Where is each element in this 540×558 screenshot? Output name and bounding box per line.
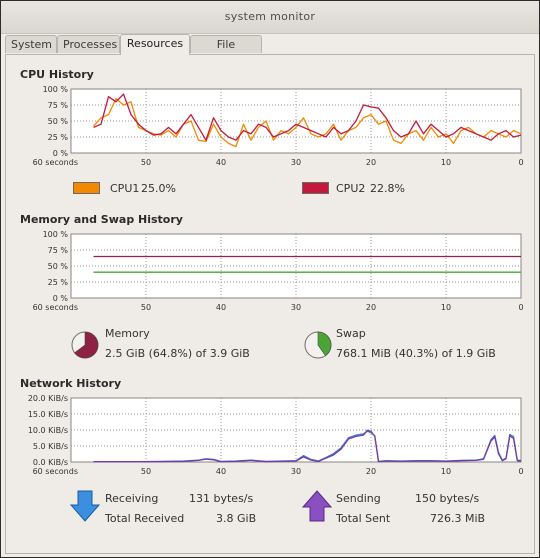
tab-system[interactable]: System xyxy=(5,35,57,53)
cpu1-color-swatch[interactable] xyxy=(73,182,100,194)
x-tick-label: 20 xyxy=(366,158,376,167)
receiving-value: 131 bytes/s xyxy=(189,492,254,505)
receiving-label: Receiving xyxy=(105,492,159,505)
cpu1-label: CPU1 xyxy=(110,182,140,195)
y-tick-label: 100 % xyxy=(43,230,69,239)
network-history-title: Network History xyxy=(20,377,122,390)
y-tick-label: 15.0 KiB/s xyxy=(28,410,68,419)
x-tick-label: 40 xyxy=(216,467,226,476)
total-sent-value: 726.3 MiB xyxy=(430,512,486,525)
x-tick-label: 30 xyxy=(291,467,301,476)
cpu-history-chart: 100 % 75 % 50 % 25 % 0 %60 seconds 50 40 30 20 10… xyxy=(33,85,524,167)
tab-processes[interactable]: Processes xyxy=(57,35,120,53)
x-tick-label: 50 xyxy=(141,467,151,476)
y-tick-label: 50 % xyxy=(48,117,69,126)
tab-file-systems[interactable]: File Systems xyxy=(190,35,262,69)
x-tick-label: 20 xyxy=(366,467,376,476)
y-tick-label: 50 % xyxy=(48,262,69,271)
memory-swap-history-title: Memory and Swap History xyxy=(20,213,183,226)
y-tick-label: 75 % xyxy=(48,101,69,110)
cpu-history-title: CPU History xyxy=(20,68,94,81)
cpu2-label: CPU2 xyxy=(336,182,366,195)
x-tick-label: 60 seconds xyxy=(33,158,78,167)
y-tick-label: 5.0 KiB/s xyxy=(33,442,68,451)
x-tick-label: 40 xyxy=(216,303,226,312)
x-tick-label: 60 seconds xyxy=(33,467,78,476)
network-history-chart: 20.0 KiB/s 15.0 KiB/s 10.0 KiB/s 5.0 KiB/s 0… xyxy=(28,394,524,476)
x-tick-label: 10 xyxy=(441,467,451,476)
x-tick-label: 0 xyxy=(518,467,523,476)
swap-value: 768.1 MiB (40.3%) of 1.9 GiB xyxy=(336,347,496,360)
memory-label: Memory xyxy=(105,327,150,340)
x-tick-label: 30 xyxy=(291,158,301,167)
sending-label: Sending xyxy=(336,492,381,505)
y-tick-label: 0.0 KiB/s xyxy=(33,458,68,467)
x-tick-label: 60 seconds xyxy=(33,303,78,312)
memory-value: 2.5 GiB (64.8%) of 3.9 GiB xyxy=(105,347,250,360)
sending-value: 150 bytes/s xyxy=(415,492,480,505)
x-tick-label: 10 xyxy=(441,303,451,312)
tab-resources[interactable]: Resources xyxy=(120,34,190,55)
sending-arrow-icon xyxy=(302,490,332,522)
x-tick-label: 10 xyxy=(441,158,451,167)
cpu2-value: 22.8% xyxy=(370,182,405,195)
total-received-label: Total Received xyxy=(105,512,185,525)
memory-pie-icon[interactable] xyxy=(69,329,101,361)
series-line-cpu1 xyxy=(93,97,522,148)
y-tick-label: 100 % xyxy=(43,85,69,94)
cpu2-color-swatch[interactable] xyxy=(302,182,329,194)
series-line-sending xyxy=(93,429,522,463)
swap-pie-icon[interactable] xyxy=(302,329,334,361)
x-tick-label: 50 xyxy=(141,158,151,167)
swap-pie-slice xyxy=(317,331,332,357)
total-sent-label: Total Sent xyxy=(336,512,391,525)
cpu1-value: 25.0% xyxy=(141,182,176,195)
total-received-value: 3.8 GiB xyxy=(216,512,257,525)
x-tick-label: 0 xyxy=(518,158,523,167)
y-tick-label: 10.0 KiB/s xyxy=(28,426,68,435)
resources-panel: CPU History 100 % 75 % 50 % 25 % 0 % 60 secon… xyxy=(5,54,535,554)
x-tick-label: 20 xyxy=(366,303,376,312)
y-tick-label: 25 % xyxy=(48,278,69,287)
memory-pie-slice xyxy=(74,331,99,359)
y-tick-label: 0 % xyxy=(53,149,69,158)
x-tick-label: 50 xyxy=(141,303,151,312)
y-tick-label: 20.0 KiB/s xyxy=(28,394,68,403)
window-title: system monitor xyxy=(224,10,316,23)
memory-swap-history-chart: 100 % 75 % 50 % 25 % 0 %60 seconds 50 40 30 20 10… xyxy=(33,230,524,312)
y-tick-label: 25 % xyxy=(48,133,69,142)
swap-label: Swap xyxy=(336,327,366,340)
title-bar[interactable]: system monitor xyxy=(1,1,539,34)
receiving-arrow-icon xyxy=(70,490,100,522)
y-tick-label: 0 % xyxy=(53,294,69,303)
y-tick-label: 75 % xyxy=(48,246,69,255)
series-line-cpu2 xyxy=(93,93,522,141)
x-tick-label: 40 xyxy=(216,158,226,167)
x-tick-label: 0 xyxy=(518,303,523,312)
x-tick-label: 30 xyxy=(291,303,301,312)
